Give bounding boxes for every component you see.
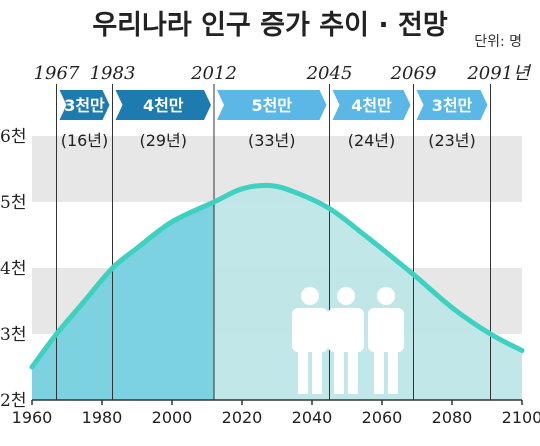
period-markers: 3천만 (16년) 4천만 (29년) 5천만 (33년) 4천만 (24년) 3천만 (23년) [59, 90, 488, 150]
person-head [377, 287, 395, 305]
milestone-year: 1967 [34, 63, 80, 84]
population-line [29, 182, 525, 370]
milestone-year: 2045 [306, 63, 353, 84]
period-marker [59, 90, 110, 120]
y-tick-label: 2천 [0, 391, 26, 411]
people-silhouette-icon [292, 287, 404, 394]
axes: 1960 1980 2000 2020 2040 2060 2080 2100 2천 3천 4천 5천… [0, 127, 540, 427]
data-point [136, 247, 138, 249]
person-leg [348, 346, 358, 394]
data-point [490, 333, 491, 335]
x-tick-label: 1980 [82, 408, 123, 427]
person-head [337, 287, 355, 305]
person-leg [388, 346, 398, 394]
person-leg [334, 346, 344, 394]
x-tick-label: 2020 [222, 408, 263, 427]
milestone-year-labels: 1967 1983 2012 2045 2069 2091년 [34, 63, 533, 84]
person-body [368, 308, 404, 352]
data-point [413, 274, 414, 276]
period-label: 3천만 [64, 96, 105, 115]
data-point [294, 191, 295, 193]
data-point [56, 333, 57, 335]
data-point [269, 185, 271, 186]
person-body [292, 308, 328, 352]
data-point [364, 234, 365, 236]
data-point [241, 188, 243, 190]
data-point [213, 201, 215, 203]
x-tick-label: 2060 [362, 408, 403, 427]
person-leg [312, 346, 322, 394]
data-point [329, 208, 330, 210]
person-leg [298, 346, 308, 394]
x-tick-label: 2000 [152, 408, 193, 427]
x-tick-label: 2040 [292, 408, 333, 427]
data-point [31, 366, 33, 368]
y-tick-label: 6천 [0, 127, 26, 147]
data-point [451, 307, 453, 309]
y-tick-label: 3천 [0, 325, 26, 345]
period-duration: (16년) [61, 131, 109, 150]
x-tick-label: 2080 [432, 408, 473, 427]
unit-label: 단위: 명 [474, 34, 522, 50]
period-marker [115, 90, 211, 120]
period-marker [217, 90, 327, 120]
milestone-year: 2069 [390, 63, 437, 84]
y-tick-label: 4천 [0, 259, 26, 279]
area-fill-past [32, 202, 214, 400]
person-body [328, 308, 364, 352]
milestone-year: 2091년 [466, 63, 532, 84]
period-label: 4천만 [351, 96, 392, 115]
x-tick-label: 1960 [12, 408, 53, 427]
chart-title: 우리나라 인구 증가 추이 · 전망 [92, 10, 447, 41]
y-tick-label: 5천 [0, 193, 26, 213]
period-duration: (23년) [428, 131, 476, 150]
line-layer [29, 182, 525, 370]
period-duration: (33년) [248, 131, 296, 150]
data-point [521, 350, 523, 351]
x-tick-label: 2100 [502, 408, 540, 427]
period-duration: (24년) [348, 131, 396, 150]
period-label: 5천만 [251, 96, 292, 115]
person-leg [374, 346, 384, 394]
period-marker [416, 90, 488, 120]
milestone-year: 2012 [190, 63, 237, 84]
period-duration: (29년) [139, 131, 187, 150]
period-label: 4천만 [143, 96, 184, 115]
person-head [301, 287, 319, 305]
data-point [84, 300, 85, 302]
data-point [112, 267, 113, 269]
milestone-year: 1983 [90, 63, 136, 84]
period-label: 3천만 [432, 96, 473, 115]
data-point [171, 221, 173, 223]
period-marker [332, 90, 411, 120]
